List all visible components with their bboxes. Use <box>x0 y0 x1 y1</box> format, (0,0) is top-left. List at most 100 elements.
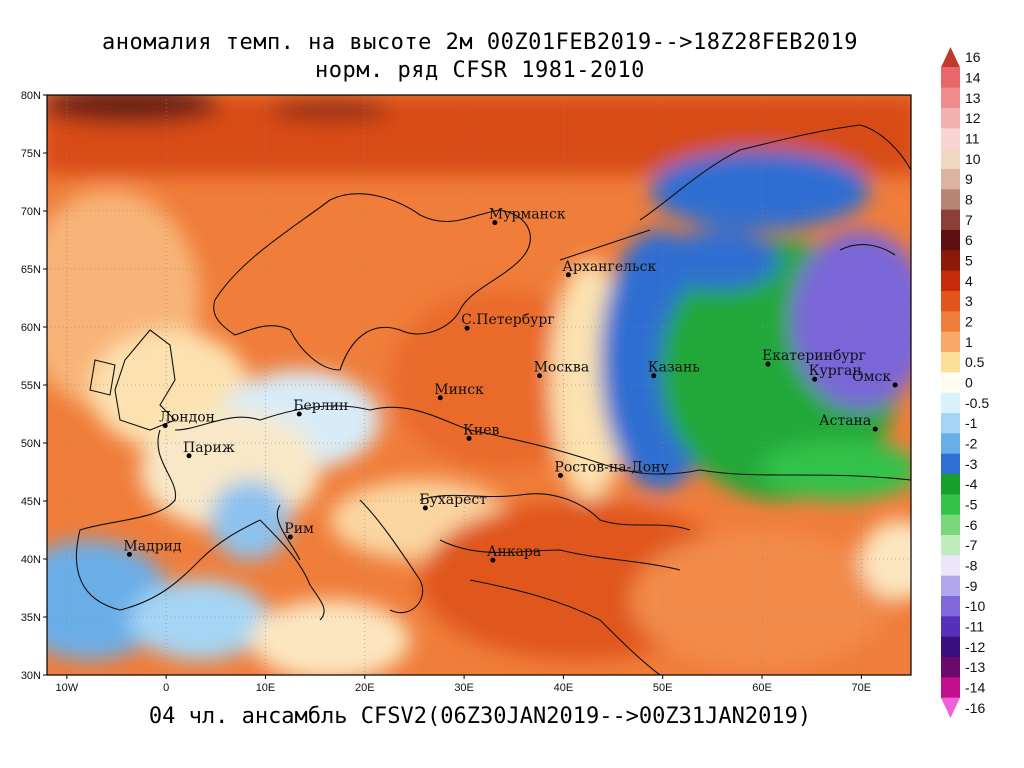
colorbar-swatch <box>941 87 960 109</box>
city-label: Рим <box>284 521 314 537</box>
colorbar-label: -5 <box>965 497 978 513</box>
colorbar-label: -8 <box>965 558 978 574</box>
colorbar-swatch <box>941 575 960 597</box>
city-label: Архангельск <box>562 259 656 275</box>
city-dot <box>126 551 132 557</box>
title-line-2: норм. ряд CFSR 1981-2010 <box>315 58 645 83</box>
colorbar-swatch <box>941 291 960 312</box>
colorbar-swatch <box>941 148 960 170</box>
colorbar-label: 0 <box>965 375 973 391</box>
colorbar-label: -4 <box>965 476 978 492</box>
colorbar-label: 10 <box>965 151 981 167</box>
colorbar-swatch <box>941 657 960 678</box>
colorbar-swatch <box>941 433 960 455</box>
city-dot <box>490 557 496 563</box>
city-label: Курган <box>809 363 862 379</box>
colorbar-label: -9 <box>965 578 978 594</box>
anomaly-field <box>47 95 911 675</box>
coastlines <box>75 124 911 675</box>
colorbar-swatch <box>941 392 960 414</box>
city-label: Казань <box>648 360 700 376</box>
colorbar-swatch <box>941 209 960 231</box>
lat-tick-label: 35N <box>21 612 41 624</box>
colorbar-swatch <box>941 535 960 556</box>
colorbar-swatch <box>941 189 960 211</box>
city-label: Париж <box>183 440 235 456</box>
colorbar-label: 7 <box>965 212 973 228</box>
colorbar-label: -11 <box>965 619 984 635</box>
colorbar-swatch <box>941 596 960 617</box>
colorbar-label: 2 <box>965 314 973 330</box>
city-label: Лондон <box>159 410 215 426</box>
colorbar-swatch <box>941 270 960 292</box>
lat-tick-label: 80N <box>21 90 41 102</box>
lon-tick-label: 70E <box>852 682 872 694</box>
city-dot <box>537 373 543 379</box>
city-label: Екатеринбург <box>762 348 866 364</box>
colorbar-label: 12 <box>965 110 981 126</box>
colorbar-swatch <box>941 169 960 190</box>
city-dot <box>464 325 470 331</box>
colorbar-label: -0.5 <box>965 395 989 411</box>
colorbar-swatch <box>941 352 960 373</box>
colorbar-swatch <box>941 67 960 89</box>
longitude-ticks: 10W 0 10E 20E 30E 40E 50E 60E 70E <box>56 675 872 694</box>
city-dot <box>557 472 563 478</box>
city-markers: Мурманск Архангельск С.Петербург Москва Каза… <box>123 207 898 563</box>
colorbar-label: 11 <box>965 131 980 147</box>
city-dot <box>651 373 657 379</box>
lon-tick-label: 40E <box>554 682 574 694</box>
colorbar-label: -6 <box>965 517 978 533</box>
colorbar-label: -3 <box>965 456 978 472</box>
colorbar-swatch <box>941 108 960 129</box>
colorbar-label: -16 <box>965 700 985 716</box>
city-dot <box>422 505 428 511</box>
city-dot <box>296 411 302 417</box>
lon-tick-label: 0 <box>163 682 169 694</box>
colorbar-label: -10 <box>965 598 985 614</box>
city-dot <box>466 435 472 441</box>
colorbar-label: 4 <box>965 273 973 289</box>
city-dot <box>492 220 498 226</box>
city-label: Анкара <box>487 544 541 560</box>
city-label: Минск <box>434 382 484 398</box>
lat-tick-label: 55N <box>21 380 41 392</box>
lat-tick-label: 45N <box>21 496 41 508</box>
latitude-ticks: 80N 75N 70N 65N 60N 55N 50N 45N 40N 35N 30N <box>21 90 47 682</box>
city-dot <box>186 453 192 459</box>
city-label: Мадрид <box>123 538 182 554</box>
lat-tick-label: 75N <box>21 148 41 160</box>
colorbar-swatch <box>941 616 960 638</box>
lat-tick-label: 65N <box>21 264 41 276</box>
lat-tick-label: 60N <box>21 322 41 334</box>
colorbar-swatch <box>941 47 960 68</box>
colorbar-label: 6 <box>965 232 973 248</box>
lon-tick-label: 50E <box>653 682 673 694</box>
colorbar-label: -1 <box>965 415 978 431</box>
colorbar-swatch <box>941 311 960 333</box>
colorbar-swatch <box>941 555 960 577</box>
colorbar-label: -2 <box>965 436 978 452</box>
city-label: Омск <box>852 369 891 385</box>
graticule <box>47 95 911 675</box>
colorbar-swatch <box>941 250 960 272</box>
lat-tick-label: 50N <box>21 438 41 450</box>
city-dot <box>565 272 571 278</box>
colorbar-swatch <box>941 494 960 516</box>
lon-tick-label: 10E <box>256 682 276 694</box>
colorbar-swatch <box>941 413 960 434</box>
city-dot <box>765 361 771 367</box>
city-dot <box>287 534 293 540</box>
city-label: Бухарест <box>419 492 487 508</box>
lat-tick-label: 30N <box>21 670 41 682</box>
colorbar-label: 14 <box>965 70 981 86</box>
title-line-1: аномалия темп. на высоте 2м 00Z01FEB2019… <box>102 30 858 55</box>
colorbar-label: 16 <box>965 49 981 65</box>
city-label: Киев <box>463 422 499 438</box>
lon-tick-label: 60E <box>752 682 772 694</box>
colorbar-swatch <box>941 697 960 718</box>
lon-tick-label: 30E <box>454 682 474 694</box>
city-label: Астана <box>819 413 871 429</box>
colorbar-swatch <box>941 636 960 658</box>
city-label: Москва <box>534 360 590 376</box>
